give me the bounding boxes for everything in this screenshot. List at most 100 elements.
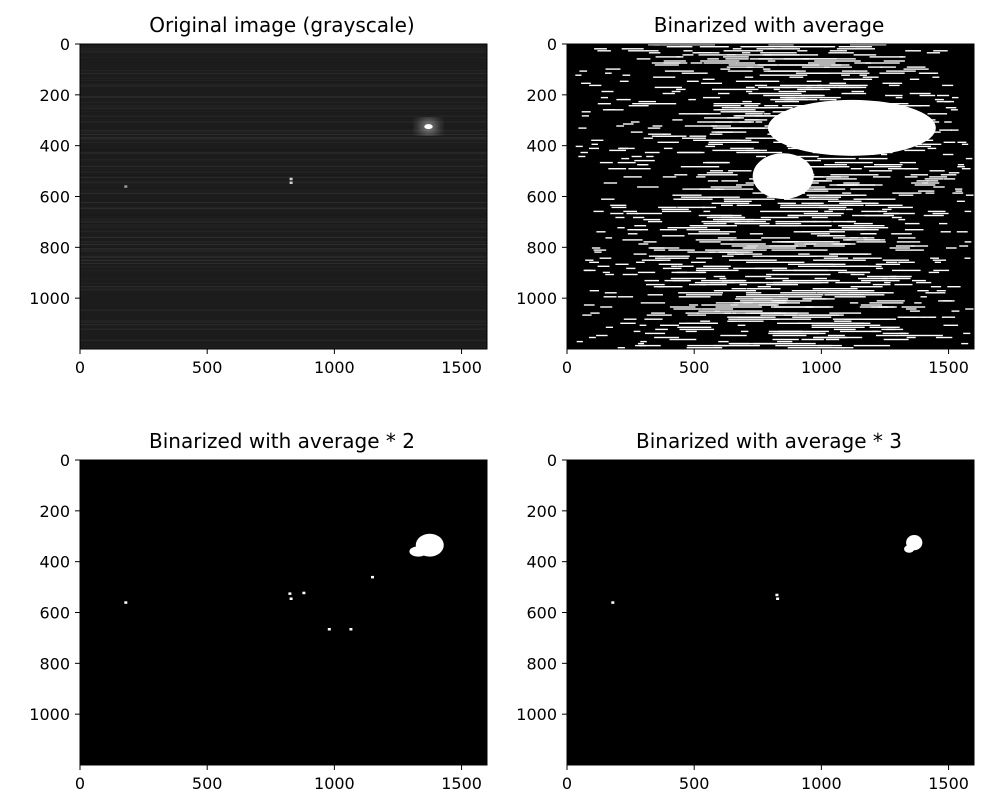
speckle [864,166,901,167]
speckle [594,211,604,212]
speckle [735,253,762,254]
speckle [878,306,897,307]
speckle [859,75,867,76]
speckle [742,101,751,102]
speckle [807,81,817,82]
speckle [720,278,727,279]
noise-row [80,47,487,48]
noise-row [80,57,487,58]
speckle [733,48,742,49]
speckle [871,331,878,332]
noise-row [80,314,487,315]
speckle [707,172,733,173]
speckle [721,217,744,218]
speckle [935,262,941,263]
speckle [898,219,905,220]
noise-row [80,320,487,321]
speckle [856,325,880,326]
speckle [596,231,605,232]
bright-core [424,124,432,129]
noise-row [80,326,487,327]
speckle [854,70,868,71]
speckle [682,73,708,74]
speckle [670,339,697,340]
noise-row [80,227,487,228]
speckle [792,290,851,291]
speckle [835,296,866,297]
speckle [814,60,861,61]
speckle [592,247,600,248]
y-tick-label: 400 [39,553,70,572]
speckle [831,253,868,254]
speckle [653,125,663,126]
speckle [915,184,936,185]
speckle [957,166,965,167]
speckle [680,329,715,330]
speckle [925,73,938,74]
speckle [582,314,591,315]
speckle [963,333,970,334]
speckle [677,207,705,208]
speckle [736,62,755,63]
speckle [928,148,937,149]
speckle [596,335,608,336]
speckle [678,292,688,293]
panel-original: Original image (grayscale) 0500100015000… [29,13,487,377]
speckle [905,176,918,177]
speckle [962,168,971,169]
speckle [718,109,724,110]
speckle [838,225,865,226]
speckle [797,343,816,344]
bright-dot [775,594,778,597]
panel-title: Binarized with average [654,13,885,37]
speckle [632,156,642,157]
speckle [843,239,851,240]
speckle [749,93,802,94]
x-tick-label: 500 [192,774,223,793]
speckle [794,335,807,336]
speckle [727,66,753,67]
speckle [942,317,955,318]
noise-row [80,220,487,221]
speckle [691,262,706,263]
speckle [831,325,859,326]
speckle [728,70,753,71]
noise-row [80,257,487,258]
speckle [600,162,613,163]
speckle [664,60,686,61]
noise-row [80,202,487,203]
noise-row [80,138,487,139]
speckle [935,99,944,100]
speckle [861,304,882,305]
speckle [624,176,642,177]
speckle [750,288,781,289]
speckle [662,235,684,236]
noise-row [80,50,487,51]
speckle [951,109,958,110]
speckle [718,341,728,342]
speckle [829,83,846,84]
speckle [640,325,647,326]
speckle [861,211,881,212]
speckle [728,319,779,320]
speckle [798,266,836,267]
speckle [672,91,681,92]
speckle [753,298,773,299]
speckle [849,323,871,324]
speckle [727,54,772,55]
noise-row [80,116,487,117]
speckle [654,286,683,287]
speckle [910,79,919,80]
speckle [933,186,944,187]
speckle [699,231,736,232]
speckle [729,127,742,128]
speckle [605,73,612,74]
speckle [726,105,741,106]
noise-row [80,279,487,280]
noise-row [80,176,487,177]
speckle [672,272,705,273]
speckle [605,274,614,275]
speckle [730,239,761,240]
speckle [905,50,921,51]
speckle [924,215,944,216]
